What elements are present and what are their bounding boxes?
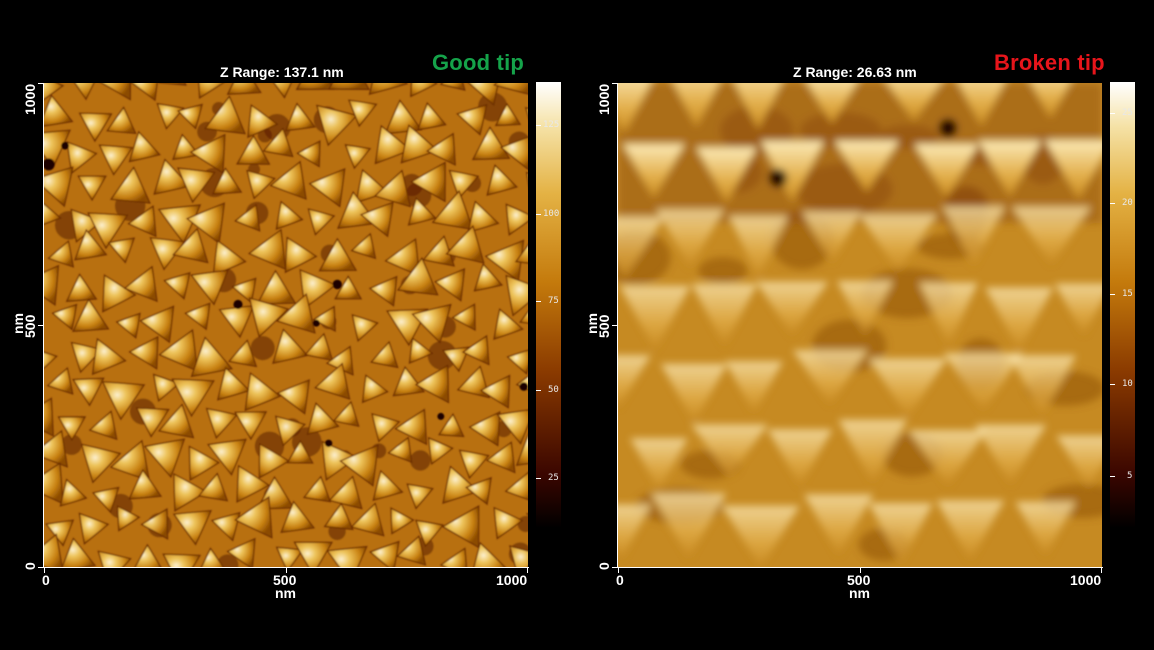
colorbar-right-tick-20 [1110,203,1115,204]
afm-image-broken-tip [618,83,1102,567]
z-range-right: Z Range: 26.63 nm [793,64,917,80]
x-unit-left: nm [275,585,296,601]
colorbar-left-tick-50 [536,390,541,391]
x-tick-label-left-1000: 1000 [496,572,528,588]
y-tick-label-left-0: 0 [22,562,38,570]
colorbar-left-tick-125 [536,125,541,126]
z-range-left: Z Range: 137.1 nm [220,64,344,80]
y-tick-label-right-1000: 1000 [596,83,612,115]
y-tick-left-1000 [38,83,43,84]
colorbar-left-tick-100 [536,214,541,215]
colorbar-right-label-20: 20 [1122,198,1133,208]
y-tick-right-1000 [612,83,617,84]
colorbar-left-tick-75 [536,301,541,302]
x-tick-right-1000 [1101,568,1102,573]
y-unit-left: nm [10,313,26,334]
x-tick-label-left-500: 500 [273,572,297,588]
colorbar-left [536,82,561,528]
colorbar-left-tick-25 [536,478,541,479]
y-axis-left [43,83,44,567]
colorbar-right [1110,82,1135,528]
x-tick-right-500 [860,568,861,573]
y-axis-right [617,83,618,567]
y-tick-left-0 [38,567,43,568]
colorbar-left-label-25: 25 [548,473,559,483]
colorbar-left-label-100: 100 [543,209,560,219]
colorbar-right-tick-25 [1110,113,1115,114]
colorbar-left-label-125: 125 [543,120,560,130]
x-tick-label-right-1000: 1000 [1070,572,1102,588]
colorbar-left-label-75: 75 [548,296,559,306]
y-tick-label-right-0: 0 [596,562,612,570]
colorbar-right-label-15: 15 [1122,289,1133,299]
x-tick-right-0 [618,568,619,573]
x-tick-label-left-0: 0 [42,572,50,588]
colorbar-right-tick-5 [1110,476,1115,477]
x-tick-label-right-0: 0 [616,572,624,588]
y-tick-label-left-1000: 1000 [22,83,38,115]
x-tick-left-0 [44,568,45,573]
y-tick-right-0 [612,567,617,568]
x-unit-right: nm [849,585,870,601]
x-tick-left-500 [286,568,287,573]
colorbar-right-label-10: 10 [1122,379,1133,389]
colorbar-right-tick-10 [1110,384,1115,385]
tip-label-good: Good tip [432,50,525,75]
x-axis-left [43,567,529,568]
y-tick-right-500 [612,325,617,326]
y-tick-left-500 [38,325,43,326]
colorbar-right-label-25: 25 [1122,108,1133,118]
x-axis-right [617,567,1103,568]
tip-label-broken: Broken tip [994,50,1105,75]
afm-image-good-tip [44,83,528,567]
x-tick-left-1000 [527,568,528,573]
colorbar-right-tick-15 [1110,294,1115,295]
colorbar-left-label-50: 50 [548,385,559,395]
x-tick-label-right-500: 500 [847,572,871,588]
colorbar-right-label-5: 5 [1127,471,1133,481]
y-unit-right: nm [584,313,600,334]
